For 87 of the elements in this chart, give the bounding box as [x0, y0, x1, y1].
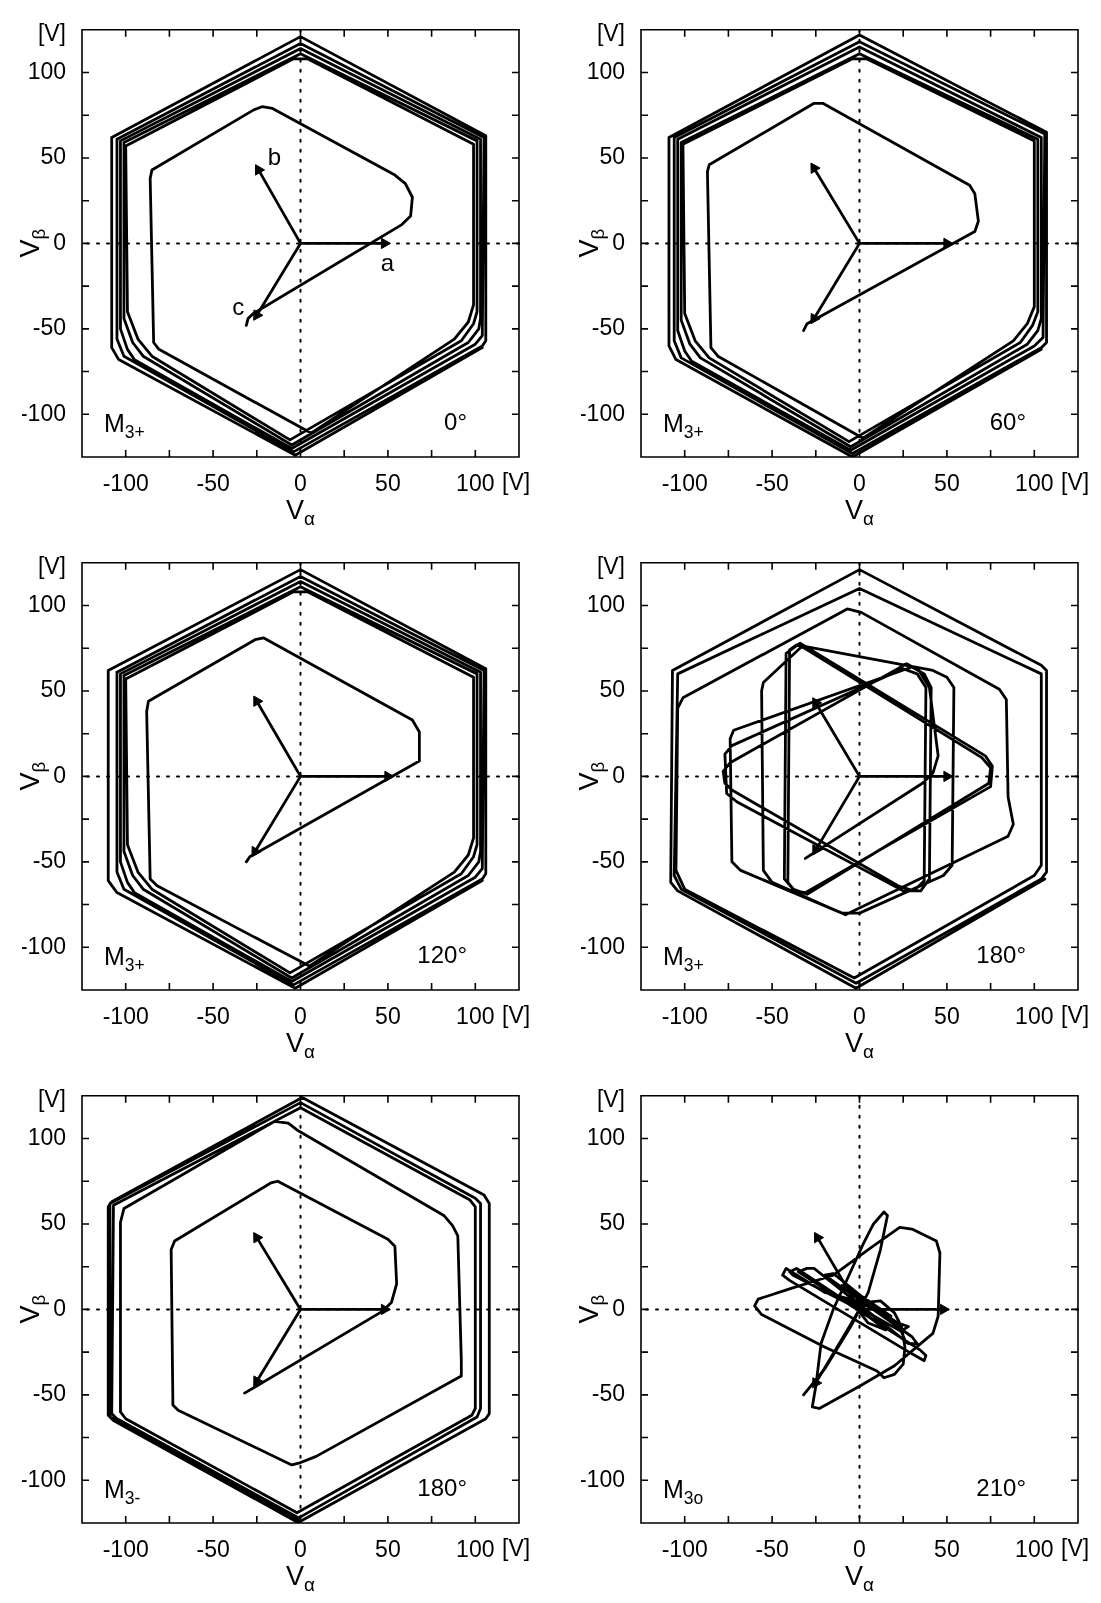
- x-tick-label: 0: [853, 470, 866, 497]
- annotation: 180°: [417, 1474, 467, 1501]
- x-tick-label: -50: [755, 470, 789, 497]
- y-tick-label: -50: [591, 314, 625, 341]
- y-tick-label: 0: [612, 228, 625, 255]
- y-tick-label: 0: [53, 761, 66, 788]
- x-axis-title: V$_{α}$: [845, 1028, 874, 1063]
- y-tick-label: 100: [27, 590, 66, 617]
- text: [V]: [1061, 1002, 1090, 1028]
- x-axis-title: V$_{α}$: [845, 495, 874, 530]
- y-tick-label: 50: [40, 143, 66, 170]
- text: [V]: [37, 552, 66, 579]
- annotation: M$_{3+}$: [663, 409, 704, 442]
- annotation: M$_{3+}$: [104, 942, 145, 975]
- text: [V]: [37, 19, 66, 46]
- series-label: a: [380, 249, 395, 277]
- x-tick-label: -50: [196, 470, 230, 497]
- y-tick-label: -50: [32, 1380, 66, 1407]
- x-tick-label: -100: [102, 1536, 149, 1563]
- y-tick-label: -50: [591, 1380, 625, 1407]
- annotation: M$_{3-}$: [104, 1475, 141, 1508]
- x-tick-label: -50: [196, 1003, 230, 1030]
- x-tick-label: 100: [456, 1536, 495, 1563]
- x-tick-label: 100: [456, 470, 495, 497]
- x-tick-label: 100: [1015, 1536, 1054, 1563]
- x-tick-label: 50: [934, 470, 960, 497]
- annotation: M$_{3+}$: [104, 409, 145, 442]
- y-tick-label: 0: [53, 228, 66, 255]
- x-tick-label: 0: [294, 1003, 307, 1030]
- x-tick-label: -100: [661, 1003, 708, 1030]
- y-tick-label: 50: [599, 676, 625, 703]
- x-tick-label: 100: [1015, 1003, 1054, 1030]
- x-tick-label: 50: [934, 1536, 960, 1563]
- series-label: c: [232, 293, 245, 321]
- x-tick-label: 0: [294, 470, 307, 497]
- text: [V]: [1061, 469, 1090, 495]
- y-tick-label: -50: [591, 847, 625, 874]
- text: [V]: [37, 1085, 66, 1112]
- text: [V]: [596, 552, 625, 579]
- x-tick-label: 0: [853, 1536, 866, 1563]
- x-tick-label: 0: [294, 1536, 307, 1563]
- y-tick-label: -50: [32, 847, 66, 874]
- text: [V]: [1061, 1535, 1090, 1561]
- annotation: 120°: [417, 941, 467, 968]
- x-tick-label: 50: [375, 1536, 401, 1563]
- x-axis-title: V$_{α}$: [286, 1028, 315, 1063]
- y-tick-label: 50: [40, 1209, 66, 1236]
- annotation: 210°: [976, 1474, 1026, 1501]
- x-tick-label: -100: [661, 1536, 708, 1563]
- x-axis-title: V$_{α}$: [286, 495, 315, 530]
- x-tick-label: 0: [853, 1003, 866, 1030]
- x-tick-label: 100: [1015, 470, 1054, 497]
- y-tick-label: 100: [586, 57, 625, 84]
- x-axis-title: V$_{α}$: [845, 1561, 874, 1596]
- y-tick-label: 0: [612, 1294, 625, 1321]
- x-tick-label: -100: [661, 470, 708, 497]
- y-tick-label: 100: [586, 1123, 625, 1150]
- text: [V]: [502, 1002, 531, 1028]
- annotation: 0°: [444, 408, 467, 435]
- text: [V]: [502, 1535, 531, 1561]
- x-tick-label: -100: [102, 470, 149, 497]
- x-tick-label: 50: [375, 470, 401, 497]
- text: [V]: [596, 1085, 625, 1112]
- x-tick-label: -100: [102, 1003, 149, 1030]
- y-tick-label: -50: [32, 314, 66, 341]
- y-tick-label: 0: [612, 761, 625, 788]
- x-axis-title: V$_{α}$: [286, 1561, 315, 1596]
- y-tick-label: 100: [27, 57, 66, 84]
- text: [V]: [596, 19, 625, 46]
- annotation: 60°: [989, 408, 1026, 435]
- x-tick-label: -50: [755, 1536, 789, 1563]
- x-tick-label: -50: [196, 1536, 230, 1563]
- annotation: M$_{3o}$: [663, 1475, 704, 1508]
- y-tick-label: 50: [599, 1209, 625, 1236]
- series-label: b: [267, 143, 282, 171]
- text: [V]: [502, 469, 531, 495]
- x-tick-label: 50: [375, 1003, 401, 1030]
- y-tick-label: 50: [40, 676, 66, 703]
- x-tick-label: 100: [456, 1003, 495, 1030]
- y-tick-label: 50: [599, 143, 625, 170]
- x-tick-label: 50: [934, 1003, 960, 1030]
- x-tick-label: -50: [755, 1003, 789, 1030]
- y-tick-label: 100: [586, 590, 625, 617]
- y-tick-label: 100: [27, 1123, 66, 1150]
- annotation: M$_{3+}$: [663, 942, 704, 975]
- annotation: 180°: [976, 941, 1026, 968]
- y-tick-label: 0: [53, 1294, 66, 1321]
